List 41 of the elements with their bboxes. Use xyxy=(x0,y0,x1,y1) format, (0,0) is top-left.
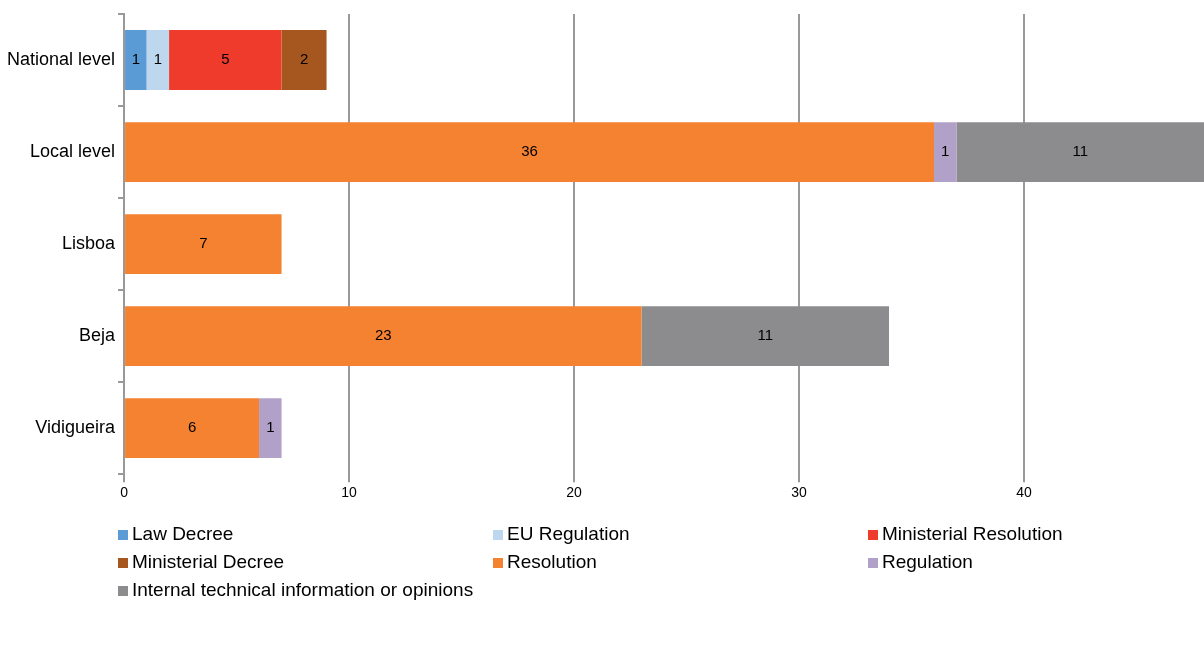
data-label: 1 xyxy=(153,50,162,68)
data-label: 6 xyxy=(187,418,197,436)
x-tick-label: 10 xyxy=(341,484,358,501)
data-label: 1 xyxy=(131,50,140,68)
data-label: 2 xyxy=(299,50,309,68)
x-tick-label: 40 xyxy=(1016,484,1033,501)
legend-label: Ministerial Resolution xyxy=(881,523,1064,545)
bar xyxy=(125,122,935,182)
y-tick-label: Lisboa xyxy=(62,233,117,254)
data-label: 1 xyxy=(941,142,950,160)
legend-label: Internal technical information or opinions xyxy=(131,579,475,601)
legend-label: Law Decree xyxy=(131,523,235,545)
bar xyxy=(641,306,890,367)
x-tick-label: 30 xyxy=(791,484,808,501)
y-tick-label: Local level xyxy=(30,141,116,162)
bar xyxy=(125,398,260,459)
x-tick-label: 0 xyxy=(120,484,129,501)
y-tick-label: Beja xyxy=(79,325,117,346)
bar xyxy=(125,214,282,275)
bar xyxy=(934,122,957,182)
bar xyxy=(259,398,282,459)
data-label: 23 xyxy=(374,326,392,344)
legend-label: Regulation xyxy=(881,551,974,573)
y-tick-label: Vidigueira xyxy=(35,417,117,438)
data-label: 36 xyxy=(521,142,538,160)
y-tick-label: National level xyxy=(7,48,116,69)
bar xyxy=(146,30,170,90)
legend-label: Ministerial Decree xyxy=(131,551,286,573)
data-label: 1 xyxy=(266,418,275,436)
data-label: 11 xyxy=(757,326,774,344)
bar xyxy=(125,30,147,90)
x-tick-label: 20 xyxy=(566,484,583,501)
data-label: 5 xyxy=(221,50,230,68)
data-label: 11 xyxy=(1072,142,1089,160)
bar xyxy=(281,30,327,90)
bar xyxy=(956,122,1204,182)
bar xyxy=(125,306,642,367)
legend-label: Resolution xyxy=(506,551,598,573)
legend-label: EU Regulation xyxy=(506,523,631,545)
data-label: 7 xyxy=(199,234,208,252)
bar xyxy=(169,30,282,90)
